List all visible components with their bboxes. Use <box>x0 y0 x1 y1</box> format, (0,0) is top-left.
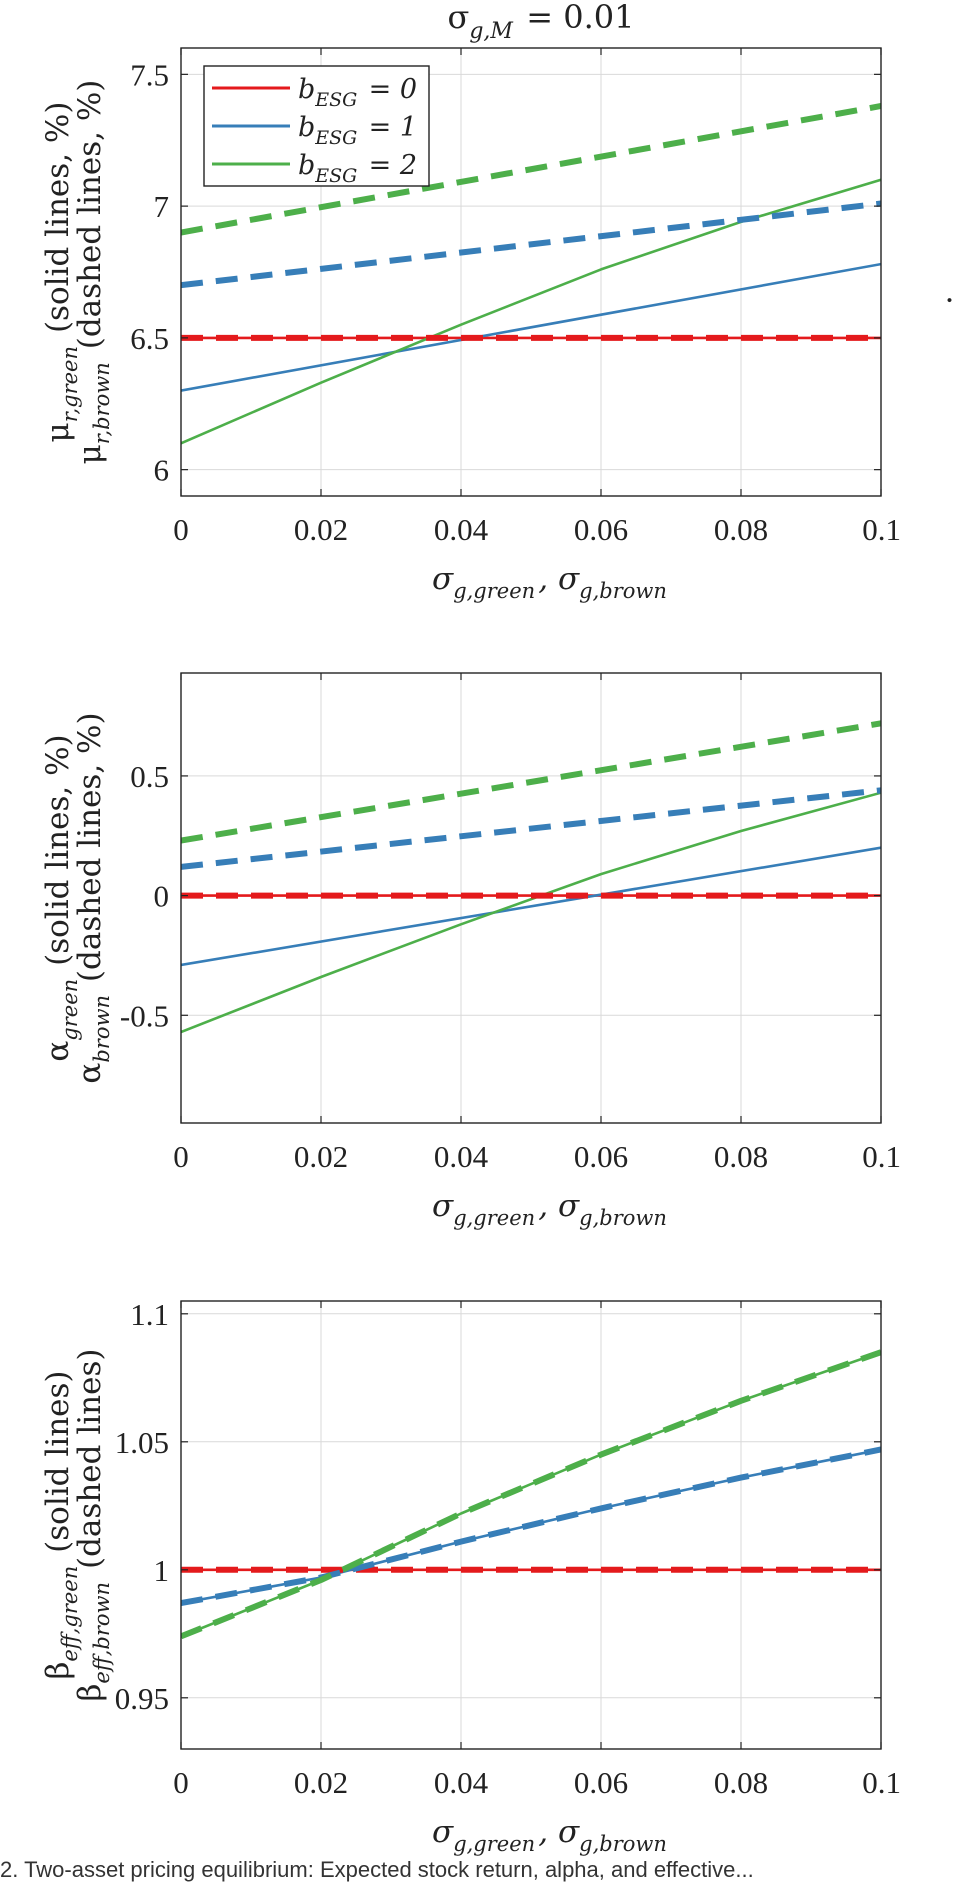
x-tick-label: 0.08 <box>714 512 768 547</box>
x-tick-label: 0.06 <box>574 1139 628 1174</box>
x-tick-label: 0.08 <box>714 1139 768 1174</box>
x-tick-label: 0.1 <box>862 1765 901 1800</box>
y-tick-label: 1 <box>154 1553 170 1588</box>
series-group <box>181 103 881 445</box>
series-line-dashed-5 <box>181 200 881 289</box>
figure-caption: 2. Two-asset pricing equilibrium: Expect… <box>0 1857 957 1892</box>
x-tick-label: 0.1 <box>862 512 901 547</box>
chart-panel-1: 0 0.02 0.04 0.06 0.08 0.1 6 6.5 7 7.5 σg,green , σ… <box>40 47 901 603</box>
series-group <box>181 1349 881 1640</box>
x-tick-label: 0.04 <box>434 1139 489 1174</box>
series-line-solid-2 <box>181 846 881 967</box>
y-axis-label-line-2: βeff,brown (dashed lines) <box>72 1349 114 1702</box>
y-tick-label: 6.5 <box>130 321 169 356</box>
y-axis-label-line-1: μr,green (solid lines, %) <box>40 102 82 443</box>
x-tick-label: 0.08 <box>714 1765 768 1800</box>
series-line-solid-3 <box>181 791 881 1034</box>
adjacent-panel-fragments: · <box>932 295 957 305</box>
y-tick-label: 6 <box>154 453 170 488</box>
y-tick-label: 7.5 <box>130 57 169 92</box>
series-line-dashed-6 <box>181 103 881 236</box>
series-line-dashed-6 <box>181 1349 881 1640</box>
caption-text: 2. Two-asset pricing equilibrium: Expect… <box>0 1857 754 1882</box>
x-tick-label: 0.04 <box>434 512 489 547</box>
y-tick-label: 0.95 <box>115 1681 169 1716</box>
chart-panel-2: 0 0.02 0.04 0.06 0.08 0.1 -0.5 0 0.5 σg,green , σ… <box>40 672 901 1230</box>
x-axis-label: σg,green , σg,brown <box>432 561 670 603</box>
adjacent-panel-label-fragment: · <box>932 295 957 305</box>
y-tick-label: 1.05 <box>115 1425 169 1460</box>
x-tick-label: 0.02 <box>294 512 348 547</box>
x-axis-label: σg,green , σg,brown <box>432 1814 670 1856</box>
series-line-dashed-5 <box>181 787 881 870</box>
y-axis-label-line-1: βeff,green (solid lines) <box>40 1370 82 1679</box>
legend-label-3: bESG = 2 <box>298 150 417 187</box>
axes-box <box>180 1300 882 1750</box>
x-tick-label: 0.06 <box>574 1765 628 1800</box>
x-tick-label: 0 <box>173 1139 189 1174</box>
series-line-solid-2 <box>181 262 881 392</box>
x-tick-label: 0.04 <box>434 1765 489 1800</box>
y-tick-label: 7 <box>154 189 170 224</box>
series-group <box>181 720 881 1034</box>
x-tick-label: 0.02 <box>294 1139 348 1174</box>
x-tick-label: 0.1 <box>862 1139 901 1174</box>
axes-box <box>180 47 882 497</box>
figure-title: σg,M = 0.01 <box>447 0 634 44</box>
x-axis-label: σg,green , σg,brown <box>432 1188 670 1230</box>
axes-box <box>180 672 882 1124</box>
chart-panels: 0 0.02 0.04 0.06 0.08 0.1 6 6.5 7 7.5 σg,green , σ… <box>40 47 901 1856</box>
y-axis-label-line-1: αgreen (solid lines, %) <box>40 734 82 1061</box>
legend-label-2: bESG = 1 <box>298 112 417 149</box>
x-tick-label: 0.02 <box>294 1765 348 1800</box>
y-axis-label-line-2: μr,brown (dashed lines, %) <box>72 80 114 465</box>
chart-panel-3: 0 0.02 0.04 0.06 0.08 0.1 0.95 1 1.05 1.1 σg,green… <box>40 1297 901 1856</box>
series-line-solid-3 <box>181 178 881 445</box>
x-tick-label: 0 <box>173 512 189 547</box>
legend-label-1: bESG = 0 <box>298 74 417 111</box>
x-tick-label: 0 <box>173 1765 189 1800</box>
y-axis-label-line-2: αbrown (dashed lines, %) <box>72 712 114 1083</box>
x-tick-label: 0.06 <box>574 512 628 547</box>
y-tick-label: -0.5 <box>120 998 169 1033</box>
y-tick-label: 1.1 <box>130 1297 169 1332</box>
y-tick-label: 0.5 <box>130 759 169 794</box>
series-line-dashed-6 <box>181 720 881 844</box>
series-line-dashed-5 <box>181 1446 881 1607</box>
y-tick-label: 0 <box>154 879 170 914</box>
